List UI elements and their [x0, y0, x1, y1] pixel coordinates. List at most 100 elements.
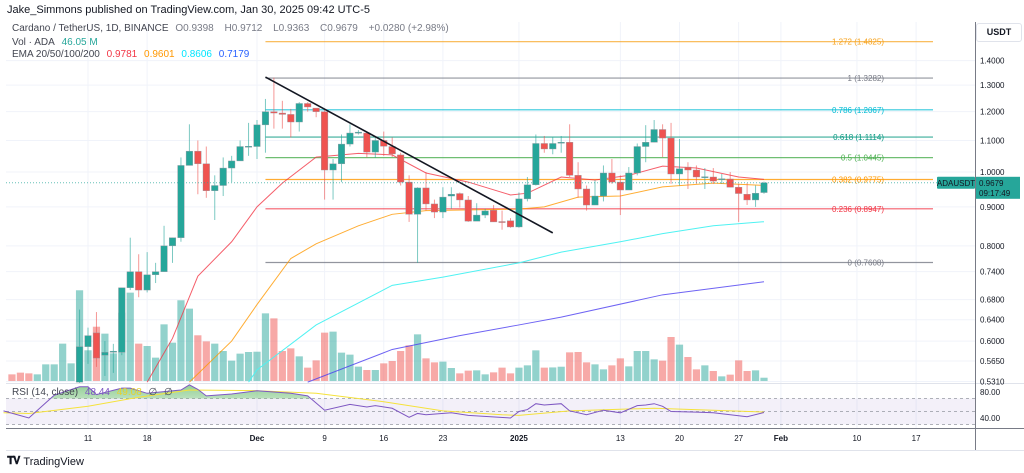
candle-body	[752, 192, 760, 201]
volume-bar	[557, 366, 565, 381]
fib-level-label: 0 (0.7608)	[848, 258, 885, 267]
candle-body	[202, 163, 210, 191]
rsi-extra-2: ∅	[164, 387, 173, 398]
volume-bar	[726, 374, 734, 381]
volume-bar	[447, 368, 455, 381]
volume-bar	[625, 366, 633, 381]
candle-body	[701, 176, 709, 178]
rsi-band-fill	[6, 398, 975, 425]
volume-bar	[354, 366, 362, 381]
volume-bar	[329, 331, 337, 381]
volume-bar	[59, 343, 67, 381]
legend-ema-row: EMA 20/50/100/200 0.9781 0.9601 0.8606 0…	[12, 49, 253, 60]
candles	[76, 77, 768, 383]
volume-bar	[523, 365, 531, 381]
candle-body	[228, 160, 236, 169]
candle-body	[321, 111, 329, 171]
candle-body	[312, 107, 320, 112]
price-tick-label: 0.5650	[980, 357, 1005, 366]
volume-bar	[498, 367, 506, 381]
candle-body	[633, 146, 641, 174]
volume-bar	[608, 365, 616, 381]
ema-label[interactable]: EMA 20/50/100/200	[12, 49, 100, 60]
tradingview-wordmark: TradingView	[23, 455, 84, 468]
volume-bar	[67, 363, 75, 381]
symbol-title[interactable]: Cardano / TetherUS, 1D, BINANCE	[12, 23, 169, 34]
currency-button[interactable]: USDT	[976, 23, 1022, 42]
volume-bar	[388, 361, 396, 381]
candle-body	[405, 181, 413, 215]
candle-body	[523, 184, 531, 200]
candle-body	[135, 271, 143, 291]
volume-bar	[33, 374, 41, 381]
candle-body	[92, 332, 100, 359]
candle-body	[464, 199, 472, 222]
candle-body	[76, 346, 84, 383]
volume-bar	[8, 374, 16, 381]
candle-body	[397, 154, 405, 183]
legend-volume-row: Vol · ADA 46.05 M	[12, 37, 102, 48]
ema100-line	[248, 221, 765, 383]
fib-level-label: 1 (1.3282)	[848, 74, 885, 83]
fib-level-label: 0.618 (1.1114)	[833, 133, 884, 142]
volume-bar	[84, 350, 92, 381]
volume-bar	[304, 367, 312, 381]
price-tick-label: 1.3000	[980, 81, 1005, 90]
volume-bar	[591, 364, 599, 381]
ema100-value: 0.8606	[181, 49, 212, 60]
rsi-tick-label: 40.00	[980, 414, 1001, 423]
candle-body	[650, 129, 658, 143]
volume-bar	[540, 367, 548, 381]
candle-body	[557, 142, 565, 144]
volume-bar	[718, 376, 726, 381]
high-label: H	[224, 23, 232, 34]
publisher-line: Jake_Simmons published on TradingView.co…	[7, 4, 371, 16]
price-tick-label: 1.0000	[980, 168, 1005, 177]
candle-body	[219, 167, 227, 186]
price-tick-label: 0.7400	[980, 268, 1005, 277]
volume-bar	[168, 342, 177, 381]
candle-body	[709, 176, 717, 182]
price-tick-label: 0.6000	[980, 337, 1005, 346]
candle-body	[608, 172, 616, 183]
close-value: 0.9679	[327, 23, 358, 34]
high-value: 0.9712	[231, 23, 263, 34]
time-tick-label: 2025	[510, 434, 528, 443]
volume-label[interactable]: Vol · ADA	[12, 37, 55, 48]
volume-bar	[185, 308, 193, 381]
candle-body	[676, 168, 684, 175]
candle-body	[599, 172, 607, 197]
volume-bar	[219, 351, 227, 381]
volume-bar	[532, 350, 540, 381]
candle-body	[684, 166, 692, 171]
tradingview-logo[interactable]: 𝐓𝐕 TradingView	[7, 455, 84, 468]
volume-bar	[709, 371, 717, 381]
volume-bar	[253, 351, 261, 381]
candle-body	[211, 185, 219, 191]
volume-bar	[236, 353, 244, 381]
candle-body	[414, 187, 422, 215]
candle-body	[566, 142, 574, 176]
candle-body	[718, 178, 726, 180]
candle-body	[667, 137, 675, 175]
fib-level-label: 0.5 (1.0445)	[841, 154, 884, 163]
candle-body	[354, 131, 362, 134]
rsi-tick-label: 80.00	[980, 388, 1001, 397]
fib-level-label: 1.272 (1.4825)	[832, 38, 884, 47]
volume-bar	[481, 374, 489, 381]
volume-bar	[337, 352, 346, 381]
trendline[interactable]	[265, 76, 554, 234]
time-tick-label: Feb	[774, 434, 788, 443]
rsi-ma-value: 49.08	[116, 387, 142, 398]
fib-retracement[interactable]: 1.272 (1.4825) 1 (1.3282) 0.786 (1.2067) 0.…	[265, 38, 933, 268]
candle-body	[194, 150, 202, 165]
fib-level-label: 0.786 (1.2067)	[832, 106, 884, 115]
rsi-label[interactable]: RSI (14, close)	[12, 387, 79, 398]
candle-body	[109, 350, 117, 353]
ema200-line	[307, 281, 765, 383]
candle-body	[743, 194, 751, 201]
price-tick-label: 0.5310	[980, 378, 1005, 387]
time-tick-label: Dec	[250, 434, 265, 443]
current-price-value: 0.9679	[979, 179, 1004, 188]
